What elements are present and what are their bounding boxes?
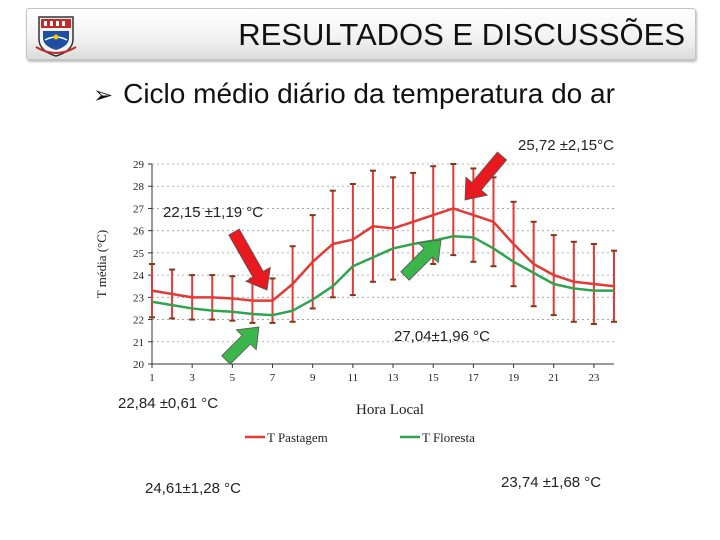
annotation-pasture-max: 25,72 ±2,15°C: [518, 137, 614, 154]
x-axis-label: Hora Local: [356, 402, 424, 418]
annotation-left-bottom: 24,61±1,28 °C: [145, 480, 241, 497]
series-line-pasture: [151, 207, 615, 302]
annotation-pasture-min: 22,15 ±1,19 °C: [163, 204, 264, 221]
y-tick-label: 24: [133, 270, 145, 282]
x-tick-label: 3: [189, 372, 195, 384]
x-tick-label: 11: [348, 372, 359, 384]
y-tick-label: 28: [133, 181, 145, 193]
subtitle-text: Ciclo médio diário da temperatura do ar: [123, 78, 615, 109]
red-arrow-icon: [228, 228, 271, 291]
y-tick-label: 23: [133, 292, 145, 304]
x-tick-label: 17: [468, 372, 480, 384]
red-arrow-icon: [464, 151, 508, 201]
slide-title: RESULTADOS E DISCUSSÕES: [238, 17, 685, 52]
x-tick-label: 13: [388, 372, 400, 384]
y-tick-label: 27: [133, 203, 145, 215]
x-tick-label: 7: [270, 372, 276, 384]
annotation-forest-min: 22,84 ±0,61 °C: [118, 395, 219, 412]
green-arrow-icon: [221, 326, 260, 365]
y-tick-label: 26: [133, 226, 145, 238]
x-tick-label: 21: [548, 372, 559, 384]
x-tick-label: 15: [428, 372, 440, 384]
x-tick-label: 23: [588, 372, 600, 384]
annotation-right-bottom: 23,74 ±1,68 °C: [501, 474, 602, 491]
y-tick-label: 25: [133, 248, 145, 260]
x-tick-label: 5: [230, 372, 236, 384]
arrow-bullet-icon: ➢: [93, 82, 114, 109]
y-tick-label: 29: [133, 159, 145, 171]
y-tick-label: 21: [133, 337, 144, 349]
series-line-forest: [151, 234, 614, 317]
x-tick-label: 1: [149, 372, 155, 384]
y-tick-label: 20: [133, 359, 145, 371]
y-axis-label: T média (°C): [94, 230, 109, 299]
legend-label-pasture: T Pastagem: [267, 430, 328, 445]
annotation-forest-max: 27,04±1,96 °C: [394, 328, 490, 345]
subtitle: ➢ Ciclo médio diário da temperatura do ar: [93, 78, 615, 110]
green-arrow-icon: [400, 239, 442, 281]
university-crest-icon: [35, 16, 77, 57]
y-tick-label: 22: [133, 315, 144, 327]
legend-label-forest: T Floresta: [422, 430, 475, 445]
x-tick-label: 19: [508, 372, 520, 384]
title-bar: RESULTADOS E DISCUSSÕES: [26, 8, 696, 60]
x-tick-label: 9: [310, 372, 316, 384]
